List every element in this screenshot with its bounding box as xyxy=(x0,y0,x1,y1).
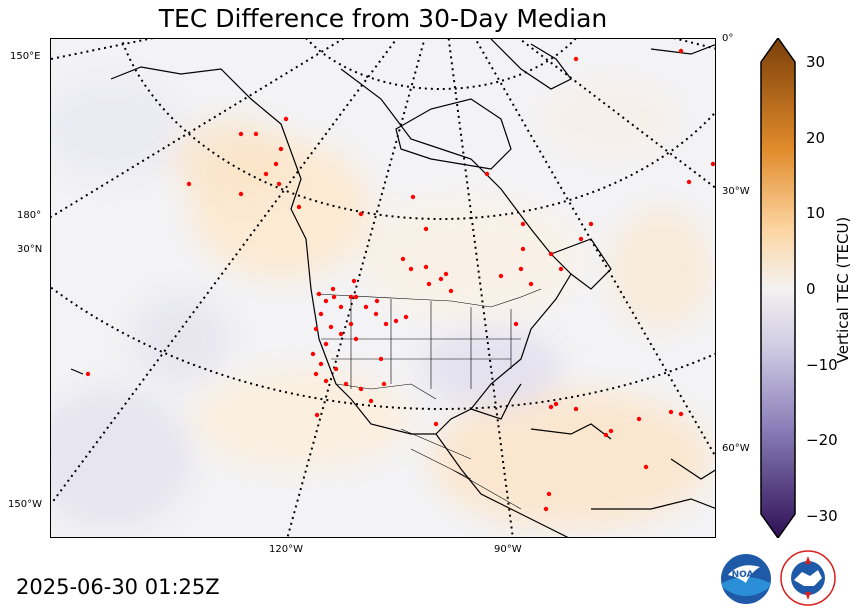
map-canvas xyxy=(51,39,715,537)
lon-label-90w: 90°W xyxy=(494,544,522,555)
colorbar-fill xyxy=(760,38,796,538)
colorbar-label: Vertical TEC (TECU) xyxy=(834,216,852,364)
colorbar-tick: −10 xyxy=(806,356,838,374)
noaa-logo: NOAA xyxy=(721,554,771,604)
lon-label-60w: 60°W xyxy=(722,443,750,454)
lon-label-30w: 30°W xyxy=(722,186,750,197)
colorbar xyxy=(760,38,796,538)
colorbar-tick: −30 xyxy=(806,507,838,525)
political-borders xyxy=(280,123,542,510)
map-title: TEC Difference from 30-Day Median xyxy=(158,4,608,33)
timestamp: 2025-06-30 01:25Z xyxy=(16,575,220,599)
coastlines xyxy=(70,39,715,537)
lon-label-120w: 120°W xyxy=(269,544,303,555)
tec-map xyxy=(50,38,716,538)
lon-label-150e: 150°E xyxy=(10,51,41,62)
lat-label-30n: 30°N xyxy=(17,244,43,255)
gnss-stations xyxy=(85,48,715,512)
tec-anomaly-field xyxy=(51,79,711,529)
colorbar-tick: 20 xyxy=(806,129,826,147)
lon-label-0: 0° xyxy=(722,33,734,44)
lon-label-150w: 150°W xyxy=(8,499,42,510)
nws-logo xyxy=(780,550,836,606)
colorbar-tick: 30 xyxy=(806,53,826,71)
graticule xyxy=(51,39,715,537)
svg-text:NOAA: NOAA xyxy=(732,570,761,580)
colorbar-tick: 10 xyxy=(806,204,826,222)
lon-label-180: 180° xyxy=(17,210,42,221)
colorbar-tick: 0 xyxy=(806,280,816,298)
colorbar-tick: −20 xyxy=(806,431,838,449)
